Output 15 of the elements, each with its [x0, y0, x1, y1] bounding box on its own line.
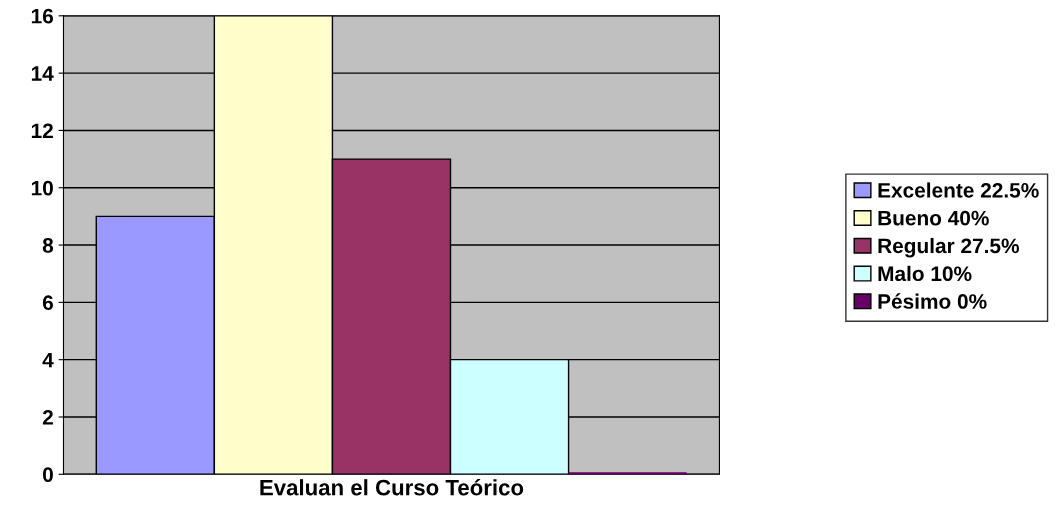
- legend-label: Pésimo 0%: [878, 293, 987, 309]
- y-tick-label: 8: [42, 238, 54, 253]
- y-tick-label: 10: [31, 180, 53, 196]
- y-tick-label: 12: [31, 123, 53, 138]
- y-tick-label: 14: [31, 66, 54, 81]
- y-tick-label: 2: [42, 409, 53, 425]
- legend-label: Regular 27.5%: [878, 237, 1019, 258]
- y-tick-label: 6: [42, 295, 54, 311]
- legend-label: Excelente 22.5%: [878, 182, 1039, 198]
- legend-label: Bueno 40%: [878, 210, 989, 226]
- y-tick-label: 4: [42, 352, 54, 368]
- y-tick-label: 0: [43, 467, 53, 483]
- x-tick-label: Evaluan el Curso Teórico: [260, 478, 524, 496]
- legend-label: Malo 10%: [878, 265, 972, 282]
- y-tick-label: 16: [31, 8, 54, 24]
